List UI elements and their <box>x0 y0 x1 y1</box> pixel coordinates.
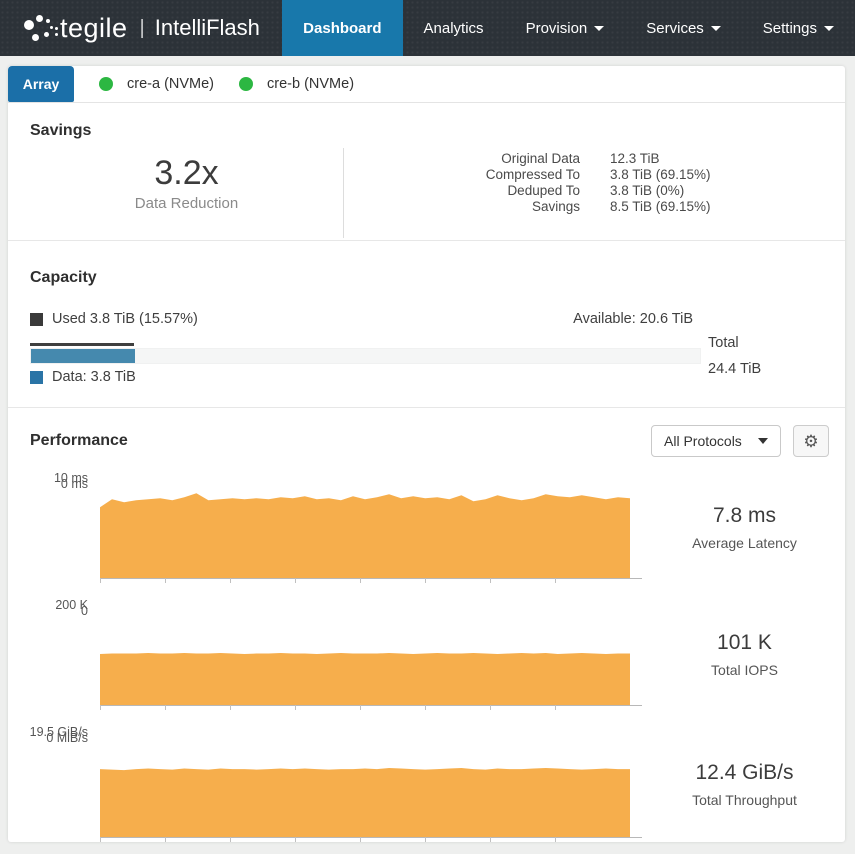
capacity-bar <box>30 343 701 364</box>
data-reduction-block: 3.2x Data Reduction <box>30 155 343 212</box>
status-online-icon <box>99 77 113 91</box>
capacity-bar-used-marker <box>30 343 135 346</box>
protocol-select-value: All Protocols <box>664 433 742 449</box>
data-legend: Data: 3.8 TiB <box>30 369 136 385</box>
capacity-heading: Capacity <box>30 269 97 286</box>
brand-logo-text: tegile <box>60 12 128 43</box>
chevron-down-icon <box>710 25 721 31</box>
performance-section: Performance All Protocols ⚙ 10 ms 0 ms <box>8 408 845 843</box>
iops-area-chart <box>100 653 642 710</box>
performance-heading: Performance <box>30 432 128 449</box>
capacity-bar-track <box>30 348 701 364</box>
node-item-cre-a[interactable]: cre-a (NVMe) <box>99 66 214 102</box>
data-legend-swatch <box>30 370 43 384</box>
performance-charts: 10 ms 0 ms 7.8 ms Average Latency 200 K … <box>8 471 845 843</box>
top-navbar: tegile | IntelliFlash Dashboard Analytic… <box>0 0 855 56</box>
nav-tab-label: Settings <box>762 19 817 37</box>
throughput-area-chart <box>100 768 642 842</box>
stat-label: Total Throughput <box>692 792 797 808</box>
y-axis-max-label: 200 K <box>55 598 88 612</box>
stat-label: Average Latency <box>692 535 797 551</box>
node-label: cre-a (NVMe) <box>127 76 215 92</box>
vertical-divider <box>343 148 344 238</box>
tegile-logo-icon <box>24 12 58 44</box>
stat-label: Total IOPS <box>711 662 778 678</box>
throughput-chart-row: 19.5 GiB/s 0 MiB/s 12.4 GiB/s Total Thro… <box>8 725 845 843</box>
node-tabbar: Array cre-a (NVMe) cre-b (NVMe) <box>8 66 845 103</box>
chevron-down-icon <box>824 25 834 31</box>
row-label: Original Data <box>501 151 580 166</box>
latency-stat: 7.8 ms Average Latency <box>644 477 845 551</box>
savings-heading: Savings <box>30 122 92 139</box>
y-axis-min-label: 0 <box>81 604 88 618</box>
iops-stat: 101 K Total IOPS <box>644 604 845 678</box>
table-row: Compressed To 3.8 TiB (69.15%) <box>408 167 810 183</box>
performance-header: Performance All Protocols ⚙ <box>8 408 845 458</box>
stat-value: 101 K <box>717 631 772 654</box>
gear-icon: ⚙ <box>803 431 819 451</box>
nav-tab-label: Provision <box>525 19 588 37</box>
chevron-down-icon <box>758 438 768 444</box>
y-axis-min-label: 0 ms <box>60 477 88 491</box>
data-reduction-label: Data Reduction <box>134 195 239 212</box>
nav-tab-dashboard[interactable]: Dashboard <box>282 0 403 56</box>
used-legend-swatch <box>30 312 43 326</box>
main-nav-tabs: Dashboard Analytics Provision Services S… <box>282 0 855 56</box>
savings-section: Savings 3.2x Data Reduction Original Dat… <box>8 103 845 241</box>
latency-area-chart <box>100 493 642 583</box>
nav-tab-label: Analytics <box>423 19 484 37</box>
page-background: Array cre-a (NVMe) cre-b (NVMe) Savings … <box>0 56 855 842</box>
chevron-down-icon <box>594 25 605 31</box>
tab-array[interactable]: Array <box>8 66 74 102</box>
brand-separator: | <box>139 16 145 39</box>
iops-chart-row: 200 K 0 101 K Total IOPS <box>8 598 845 711</box>
node-item-cre-b[interactable]: cre-b (NVMe) <box>239 66 354 102</box>
table-row: Deduped To 3.8 TiB (0%) <box>408 183 810 199</box>
status-online-icon <box>239 77 254 91</box>
row-label: Compressed To <box>485 167 580 182</box>
row-label: Savings <box>531 199 580 214</box>
table-row: Savings 8.5 TiB (69.15%) <box>408 199 810 215</box>
data-legend-label: Data: 3.8 TiB <box>52 369 136 385</box>
nav-tab-label: Dashboard <box>303 19 382 37</box>
capacity-bar-fill <box>31 349 136 363</box>
row-value: 12.3 TiB <box>610 151 660 166</box>
nav-tab-settings[interactable]: Settings <box>742 0 855 56</box>
protocol-select[interactable]: All Protocols <box>651 425 781 457</box>
total-value: 24.4 TiB <box>708 361 762 377</box>
latency-chart-row: 10 ms 0 ms 7.8 ms Average Latency <box>8 471 845 584</box>
stat-value: 7.8 ms <box>712 504 777 527</box>
row-value: 3.8 TiB (0%) <box>610 183 685 198</box>
dashboard-card: Array cre-a (NVMe) cre-b (NVMe) Savings … <box>8 66 845 842</box>
used-legend-label: Used 3.8 TiB (15.57%) <box>52 311 198 327</box>
chart-settings-button[interactable]: ⚙ <box>793 425 829 457</box>
total-label: Total <box>708 335 739 351</box>
row-label: Deduped To <box>507 183 580 198</box>
performance-controls: All Protocols ⚙ <box>651 425 829 457</box>
nav-tab-analytics[interactable]: Analytics <box>403 0 505 56</box>
node-label: cre-b (NVMe) <box>267 76 355 92</box>
capacity-section: Capacity Used 3.8 TiB (15.57%) Available… <box>8 241 845 408</box>
nav-tab-label: Services <box>646 19 704 37</box>
y-axis-max-label: 19.5 GiB/s <box>29 725 88 739</box>
throughput-stat: 12.4 GiB/s Total Throughput <box>644 731 845 808</box>
row-value: 8.5 TiB (69.15%) <box>610 199 711 214</box>
row-value: 3.8 TiB (69.15%) <box>610 167 711 182</box>
nav-tab-services[interactable]: Services <box>625 0 742 56</box>
savings-stats-table: Original Data 12.3 TiB Compressed To 3.8… <box>408 151 810 215</box>
used-legend: Used 3.8 TiB (15.57%) <box>30 311 198 327</box>
brand-product-name: IntelliFlash <box>154 15 260 40</box>
total-block: Total 24.4 TiB <box>708 335 761 377</box>
table-row: Original Data 12.3 TiB <box>408 151 810 167</box>
stat-value: 12.4 GiB/s <box>695 761 794 784</box>
y-axis-min-label: 0 MiB/s <box>46 731 88 745</box>
data-reduction-ratio: 3.2x <box>154 154 219 192</box>
brand: tegile | IntelliFlash <box>0 0 282 56</box>
available-label: Available: 20.6 TiB <box>573 311 693 327</box>
y-axis-max-label: 10 ms <box>53 471 88 485</box>
nav-tab-provision[interactable]: Provision <box>505 0 626 56</box>
